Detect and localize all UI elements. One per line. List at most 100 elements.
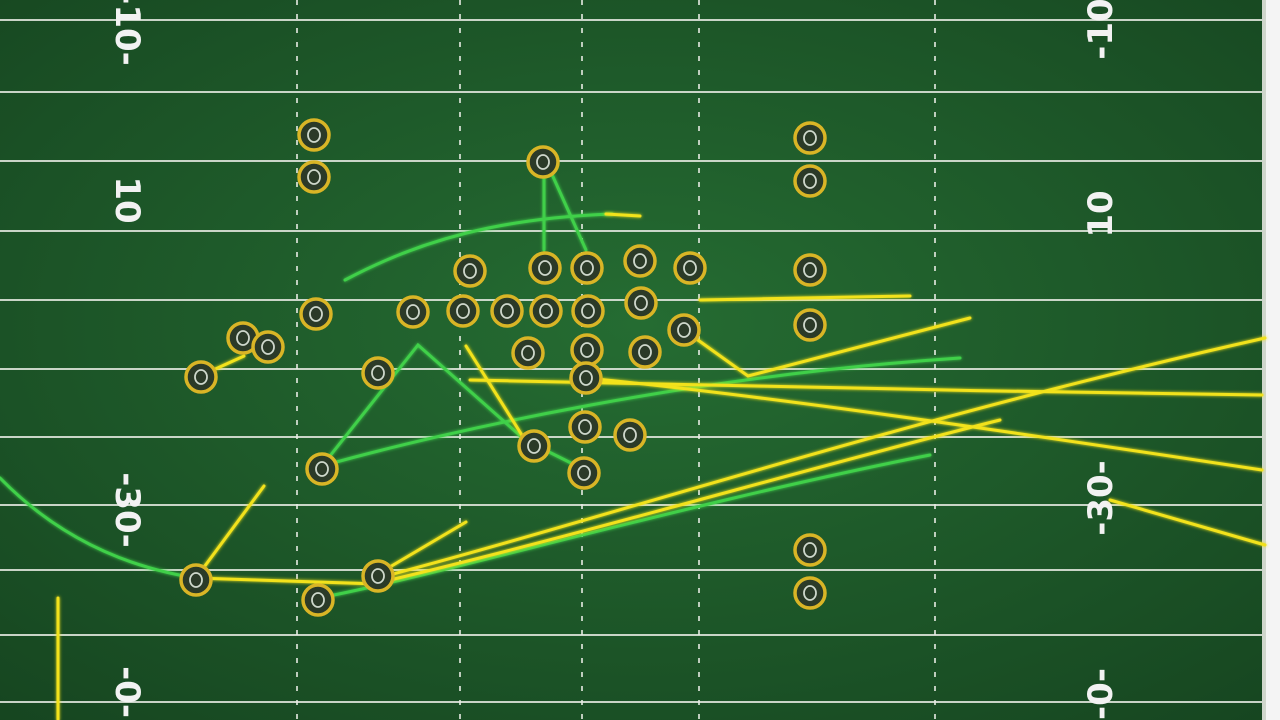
player-ring [568, 410, 602, 444]
player-ring [517, 429, 551, 463]
yard-numbers-right: -10- 10 -30- -0- [1081, 0, 1121, 720]
player-glyph [463, 263, 477, 279]
player-marker [793, 164, 827, 198]
player-glyph [456, 303, 470, 319]
player-marker [793, 121, 827, 155]
player-marker [453, 254, 487, 288]
player-ring [511, 336, 545, 370]
yard-number: -10- [107, 0, 147, 66]
player-marker [628, 335, 662, 369]
player-marker [251, 330, 285, 364]
player-glyph [581, 303, 595, 319]
route-line [320, 356, 962, 468]
player-glyph [189, 572, 203, 588]
player-glyph [577, 465, 591, 481]
player-marker [361, 559, 395, 593]
player-ring [446, 294, 480, 328]
player-glyph [803, 173, 817, 189]
player-ring [793, 576, 827, 610]
player-glyph [236, 330, 250, 346]
player-glyph [803, 130, 817, 146]
player-marker [396, 295, 430, 329]
yard-number: -10- [1081, 0, 1121, 60]
player-ring [297, 118, 331, 152]
player-ring [673, 251, 707, 285]
player-ring [179, 563, 213, 597]
player-glyph [371, 365, 385, 381]
player-marker [624, 286, 658, 320]
player-marker [793, 253, 827, 287]
player-ring [793, 308, 827, 342]
player-marker [305, 452, 339, 486]
player-glyph [521, 345, 535, 361]
player-glyph [539, 303, 553, 319]
yard-number: -30- [107, 472, 147, 548]
player-glyph [623, 427, 637, 443]
player-ring [299, 297, 333, 331]
player-glyph [309, 306, 323, 322]
players [179, 118, 827, 617]
player-glyph [315, 461, 329, 477]
route-line [388, 418, 1002, 582]
player-marker [297, 160, 331, 194]
player-ring [184, 360, 218, 394]
player-ring [793, 253, 827, 287]
yard-lines [0, 19, 1268, 703]
player-ring [570, 251, 604, 285]
player-marker [570, 251, 604, 285]
player-glyph [500, 303, 514, 319]
player-glyph [803, 317, 817, 333]
player-marker [179, 563, 213, 597]
player-marker [793, 533, 827, 567]
player-marker [571, 294, 605, 328]
player-glyph [261, 339, 275, 355]
player-glyph [194, 369, 208, 385]
player-glyph [311, 592, 325, 608]
player-marker [793, 576, 827, 610]
player-marker [793, 308, 827, 342]
player-ring [793, 164, 827, 198]
player-ring [667, 313, 701, 347]
yard-number: -30- [1081, 460, 1121, 536]
player-glyph [578, 419, 592, 435]
player-ring [361, 559, 395, 593]
yard-numbers-left: -10- 10 -30- -0- [107, 0, 147, 718]
player-marker [567, 456, 601, 490]
player-glyph [803, 262, 817, 278]
player-ring [305, 452, 339, 486]
route-line [548, 168, 588, 252]
player-glyph [538, 260, 552, 276]
player-ring [301, 583, 335, 617]
player-marker [528, 251, 562, 285]
player-marker [613, 418, 647, 452]
route-line [320, 342, 587, 472]
player-glyph [536, 154, 550, 170]
player-marker [673, 251, 707, 285]
route-line [464, 344, 527, 442]
route-line [584, 376, 1264, 472]
player-glyph [527, 438, 541, 454]
player-marker [490, 294, 524, 328]
player-ring [624, 286, 658, 320]
route-line [1108, 498, 1267, 547]
player-marker [297, 118, 331, 152]
player-marker [517, 429, 551, 463]
player-marker [529, 294, 563, 328]
player-glyph [638, 344, 652, 360]
player-glyph [580, 260, 594, 276]
player-glyph [633, 253, 647, 269]
player-marker [511, 336, 545, 370]
player-ring [251, 330, 285, 364]
player-glyph [803, 585, 817, 601]
yard-number: -0- [1081, 668, 1121, 720]
player-marker [184, 360, 218, 394]
player-ring [490, 294, 524, 328]
route-line [604, 212, 642, 218]
route-line [376, 336, 1267, 580]
route-line [194, 484, 266, 580]
player-glyph [580, 342, 594, 358]
player-glyph [307, 127, 321, 143]
player-marker [569, 361, 603, 395]
player-marker [526, 145, 560, 179]
